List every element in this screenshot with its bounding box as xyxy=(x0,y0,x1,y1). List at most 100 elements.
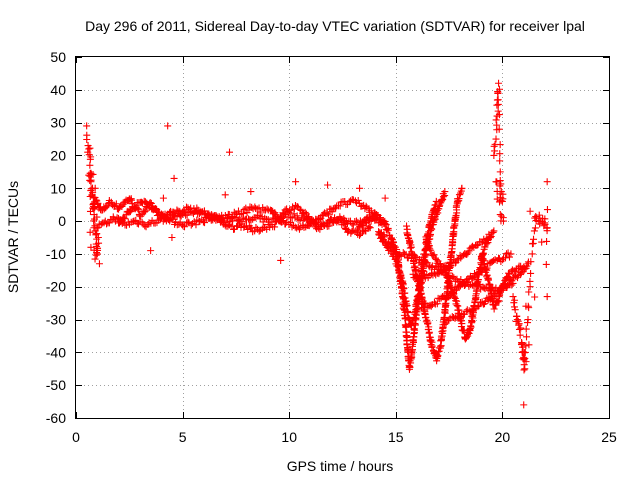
data-point xyxy=(89,170,97,178)
data-point xyxy=(311,220,319,228)
data-point xyxy=(436,260,444,267)
data-point xyxy=(474,303,482,311)
data-point xyxy=(411,326,419,334)
x-tick-label: 20 xyxy=(495,429,511,445)
y-tick-label: 40 xyxy=(50,82,66,98)
data-point xyxy=(292,178,300,186)
y-tick-labels: 50 40 30 20 10 0 -10 -20 -30 -40 -50 -60 xyxy=(46,49,66,426)
data-point xyxy=(277,256,285,264)
data-point xyxy=(520,353,528,361)
data-point xyxy=(517,262,525,270)
data-point xyxy=(421,258,429,266)
data-point xyxy=(522,342,530,350)
data-point xyxy=(525,288,533,296)
data-point xyxy=(226,148,234,156)
data-point xyxy=(102,203,110,211)
data-point xyxy=(495,85,503,93)
data-point xyxy=(411,253,419,261)
data-point xyxy=(135,206,143,214)
data-point xyxy=(427,246,435,254)
data-point xyxy=(273,213,281,221)
data-point xyxy=(403,302,411,310)
data-point xyxy=(492,135,500,143)
data-point xyxy=(480,257,488,265)
data-point xyxy=(434,352,442,360)
data-point xyxy=(408,322,416,330)
data-point xyxy=(249,215,257,223)
data-point xyxy=(543,237,551,245)
data-point xyxy=(517,324,525,332)
data-point xyxy=(140,208,148,216)
data-point xyxy=(287,218,295,226)
data-point xyxy=(469,274,477,282)
data-point xyxy=(487,233,495,241)
data-point xyxy=(490,305,498,313)
data-point xyxy=(509,279,517,287)
data-point xyxy=(223,214,231,222)
data-point xyxy=(328,208,336,216)
series-track-5 xyxy=(409,227,498,283)
data-point xyxy=(239,210,247,218)
data-point xyxy=(420,250,428,258)
data-point xyxy=(403,222,411,230)
data-point xyxy=(520,366,528,374)
data-point xyxy=(360,219,368,227)
data-point xyxy=(192,221,200,229)
data-point xyxy=(496,211,504,219)
data-point xyxy=(480,260,488,268)
series-track-9 xyxy=(375,228,517,295)
data-point xyxy=(432,201,440,209)
data-point xyxy=(409,316,417,324)
series-spike-early xyxy=(83,122,103,268)
data-point xyxy=(418,294,426,302)
data-point xyxy=(432,256,440,264)
data-point xyxy=(520,263,528,271)
data-point xyxy=(458,184,466,192)
data-point xyxy=(468,242,476,250)
data-point xyxy=(509,293,517,301)
data-point xyxy=(522,325,530,333)
data-point xyxy=(428,342,436,350)
data-point xyxy=(526,277,534,285)
data-point xyxy=(241,223,249,231)
data-point xyxy=(83,122,91,130)
data-point xyxy=(495,255,503,263)
data-point xyxy=(412,301,420,309)
data-point xyxy=(494,107,502,115)
data-point xyxy=(494,100,502,108)
data-point xyxy=(448,289,456,297)
data-point xyxy=(528,250,536,258)
data-point xyxy=(168,234,176,241)
data-point xyxy=(496,168,504,176)
data-point xyxy=(441,320,449,328)
data-point xyxy=(83,136,91,144)
data-point xyxy=(159,194,167,202)
y-tick-label: -40 xyxy=(46,344,66,360)
data-point xyxy=(426,337,434,345)
data-point xyxy=(336,202,344,210)
data-point xyxy=(340,221,348,229)
data-point xyxy=(453,256,461,264)
data-point xyxy=(388,240,396,248)
data-point xyxy=(87,187,95,195)
data-point xyxy=(381,219,389,227)
x-tick-labels: 0 5 10 15 20 25 xyxy=(72,429,617,445)
data-point xyxy=(525,341,533,349)
data-point xyxy=(486,234,494,242)
data-point xyxy=(344,228,352,236)
data-point xyxy=(456,191,464,199)
data-point xyxy=(515,320,523,328)
data-point xyxy=(406,363,414,371)
series-spike-21 xyxy=(509,178,551,409)
data-point xyxy=(88,191,96,199)
data-point xyxy=(147,247,155,255)
data-point xyxy=(380,233,388,241)
data-point xyxy=(493,187,501,195)
data-point xyxy=(527,269,535,277)
data-point xyxy=(173,213,181,221)
data-point xyxy=(86,228,94,236)
data-point xyxy=(460,326,468,334)
data-point xyxy=(356,184,364,192)
data-point xyxy=(177,211,185,219)
data-point xyxy=(484,276,492,284)
